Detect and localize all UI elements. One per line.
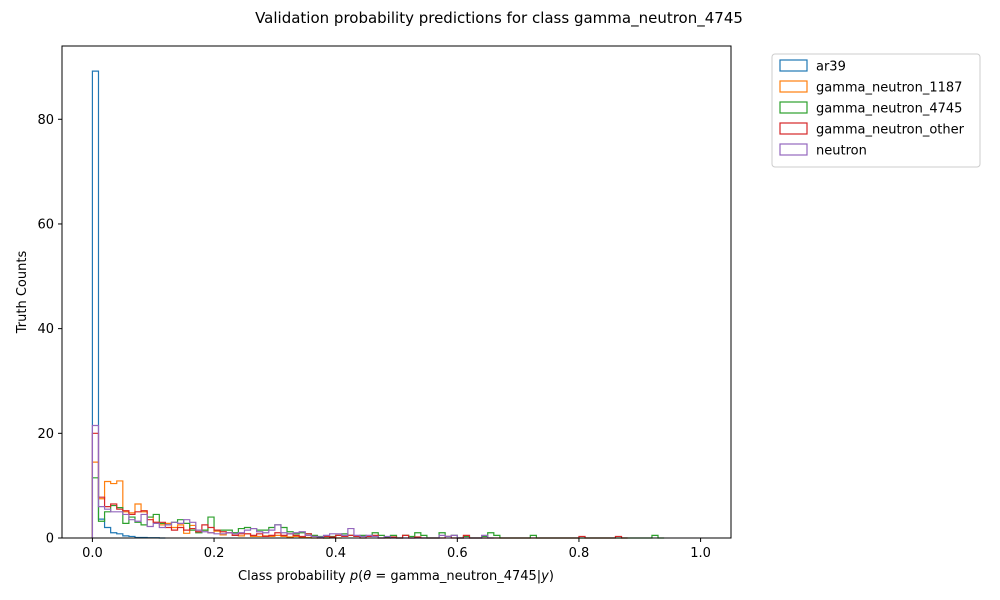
legend-label-gamma_neutron_1187: gamma_neutron_1187 xyxy=(816,81,962,96)
x-tick-label: 0.8 xyxy=(569,546,590,561)
y-tick-label: 40 xyxy=(37,322,54,337)
plot-area: 0.0 0.2 0.4 0.6 0.8 1.0 0 20 40 60 80 xyxy=(37,45,732,561)
legend-frame xyxy=(771,53,981,168)
legend-swatch-ar39 xyxy=(779,59,808,72)
legend-label-gamma_neutron_other: gamma_neutron_other xyxy=(816,123,965,138)
legend-label-neutron: neutron xyxy=(816,144,867,159)
series-gamma_neutron_1187-histogram xyxy=(91,461,342,539)
legend-swatch-gamma_neutron_4745 xyxy=(779,101,808,114)
x-tick-label: 0.2 xyxy=(204,546,225,561)
y-axis-label: Truth Counts xyxy=(15,251,30,335)
x-axis-label: Class probability p(θ = gamma_neutron_47… xyxy=(238,569,554,584)
x-tick-label: 0.6 xyxy=(447,546,468,561)
x-tick-label: 0.0 xyxy=(82,546,103,561)
y-tick-label: 60 xyxy=(37,217,54,232)
legend: ar39 gamma_neutron_1187 gamma_neutron_4745… xyxy=(771,53,981,168)
y-tick-label: 80 xyxy=(37,113,54,128)
legend-label-ar39: ar39 xyxy=(816,60,846,75)
x-tick-label: 1.0 xyxy=(690,546,711,561)
legend-swatch-gamma_neutron_1187 xyxy=(779,80,808,93)
y-tick-label: 20 xyxy=(37,427,54,442)
legend-swatch-gamma_neutron_other xyxy=(779,122,808,135)
legend-label-gamma_neutron_4745: gamma_neutron_4745 xyxy=(816,102,962,117)
chart-title: Validation probability predictions for c… xyxy=(255,9,743,28)
y-tick-label: 0 xyxy=(46,532,54,547)
plot-frame xyxy=(61,45,732,539)
series-gamma_neutron_4745-histogram xyxy=(91,477,665,539)
series-neutron-histogram xyxy=(91,424,494,539)
x-tick-label: 0.4 xyxy=(325,546,346,561)
series-ar39-histogram xyxy=(91,70,166,539)
legend-swatch-neutron xyxy=(779,143,808,156)
